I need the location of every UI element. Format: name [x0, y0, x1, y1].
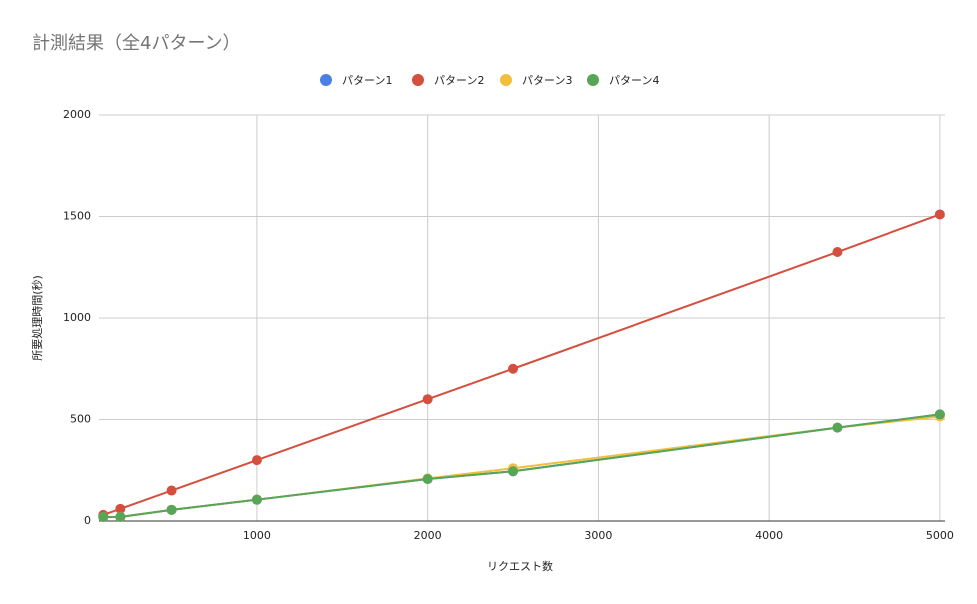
y-tick-label: 1000	[63, 311, 91, 324]
data-point	[166, 485, 177, 496]
y-tick-label: 2000	[63, 108, 91, 121]
legend-marker	[412, 74, 424, 86]
data-point	[115, 511, 126, 522]
data-point	[508, 466, 519, 477]
x-tick-label: 2000	[414, 529, 442, 542]
legend-marker	[320, 74, 332, 86]
x-tick-label: 1000	[243, 529, 271, 542]
x-tick-label: 5000	[926, 529, 954, 542]
x-tick-label: 4000	[755, 529, 783, 542]
y-tick-label: 1500	[63, 210, 91, 223]
data-point	[98, 511, 109, 522]
y-tick-label: 500	[70, 413, 91, 426]
data-point	[832, 422, 843, 433]
y-axis-label: 所要処理時間(秒)	[30, 275, 44, 361]
legend-label: パターン4	[609, 74, 659, 87]
chart-title: 計測結果（全4パターン）	[32, 33, 241, 54]
legend-label: パターン3	[522, 74, 572, 87]
data-point	[115, 503, 126, 514]
data-point	[251, 494, 262, 505]
series-line	[102, 213, 941, 516]
legend-label: パターン1	[342, 74, 392, 87]
data-point	[251, 455, 262, 466]
data-point	[166, 504, 177, 515]
legend-marker	[587, 74, 599, 86]
legend-marker	[500, 74, 512, 86]
data-point	[832, 247, 843, 258]
legend-label: パターン2	[434, 74, 484, 87]
data-point	[422, 394, 433, 405]
data-point	[508, 363, 519, 374]
series-line	[103, 413, 941, 518]
x-tick-label: 3000	[584, 529, 612, 542]
data-point	[934, 209, 945, 220]
data-point	[422, 473, 433, 484]
data-point	[934, 409, 945, 420]
x-axis-label: リクエスト数	[487, 560, 553, 573]
y-tick-label: 0	[84, 514, 91, 527]
